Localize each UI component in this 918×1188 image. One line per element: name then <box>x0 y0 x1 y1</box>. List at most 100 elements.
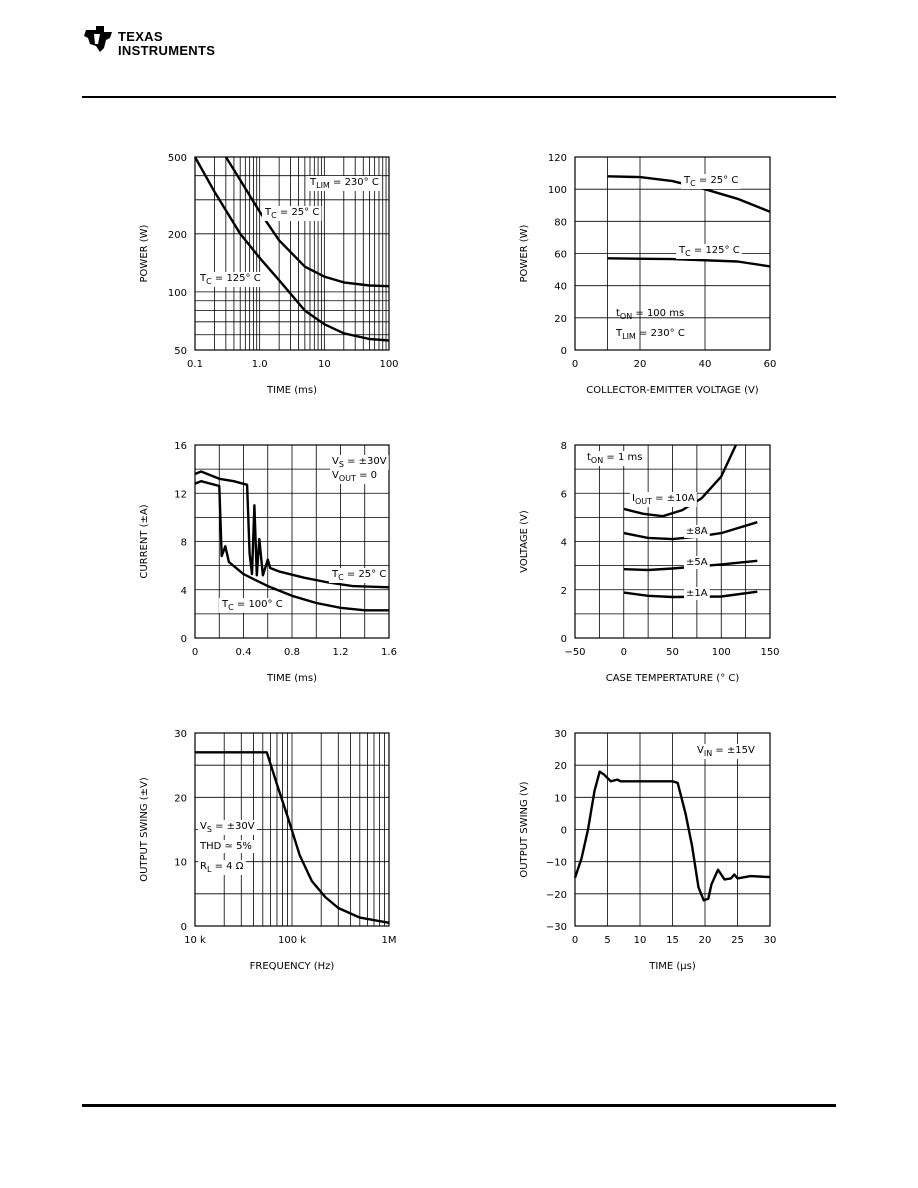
series-line <box>623 559 758 572</box>
x-tick-label: 20 <box>699 935 712 946</box>
annotation-label: tON = 100 ms <box>616 308 684 321</box>
y-tick-label: −30 <box>546 922 567 933</box>
y-tick-label: 20 <box>174 793 187 804</box>
series-line <box>224 156 390 288</box>
plot-frame <box>574 732 771 927</box>
y-tick-label: 0 <box>561 634 567 645</box>
x-tick-label: 150 <box>760 647 779 658</box>
x-tick-label: 10 <box>634 935 647 946</box>
annotation-label: VIN = ±15V <box>697 745 755 758</box>
annotation-bg <box>630 492 697 507</box>
series-line <box>193 156 390 342</box>
annotation-label: TC = 125° C <box>678 245 740 258</box>
x-axis-label: TIME (μs) <box>648 961 696 972</box>
y-axis-label: CURRENT (±A) <box>139 504 150 578</box>
x-tick-label: 0.8 <box>284 647 300 658</box>
x-tick-label: 0 <box>572 359 578 370</box>
y-tick-label: 10 <box>174 858 187 869</box>
annotation-label: VS = ±30V <box>200 821 255 834</box>
annotation-bg <box>330 469 379 484</box>
x-tick-label: 0 <box>572 935 578 946</box>
annotation-label: TC = 125° C <box>199 273 261 286</box>
annotation-label: ±1A <box>686 588 708 599</box>
x-tick-label: 100 <box>379 359 398 370</box>
y-tick-label: 8 <box>561 441 567 452</box>
y-tick-label: 120 <box>548 153 567 164</box>
ti-logo-icon <box>84 26 112 52</box>
y-tick-label: 0 <box>181 634 187 645</box>
annotation-label: ±8A <box>686 526 708 537</box>
x-tick-label: 30 <box>764 935 777 946</box>
y-tick-label: 4 <box>561 538 567 549</box>
x-tick-label: 1M <box>382 935 397 946</box>
y-tick-label: 500 <box>168 153 187 164</box>
x-axis-label: FREQUENCY (Hz) <box>250 961 335 972</box>
annotation-bg <box>676 244 742 259</box>
x-axis-label: TIME (ms) <box>266 673 317 684</box>
series-line <box>607 257 771 268</box>
annotation-bg <box>695 744 758 759</box>
ti-logo-text: Texas Instruments <box>118 30 215 58</box>
y-tick-label: 4 <box>181 586 187 597</box>
x-tick-label: 0.4 <box>236 647 252 658</box>
annotation-bg <box>684 525 710 538</box>
y-tick-label: 100 <box>548 185 567 196</box>
y-axis-label: POWER (W) <box>519 224 530 282</box>
chart-1: 0.1 1.0 10 100 50 100 200 500 TIME (ms) POWER (W)… <box>139 153 399 396</box>
y-tick-label: 40 <box>554 282 567 293</box>
y-tick-label: 20 <box>554 314 567 325</box>
x-axis-label: TIME (ms) <box>266 385 317 396</box>
annotation-bg <box>262 206 322 221</box>
footer-rule <box>82 1104 836 1107</box>
x-tick-label: 5 <box>604 935 610 946</box>
header-rule <box>82 96 836 98</box>
x-tick-label: 15 <box>666 935 679 946</box>
x-tick-label: 100 <box>712 647 731 658</box>
x-axis-label: COLLECTOR-EMITTER VOLTAGE (V) <box>586 385 759 396</box>
annotation-label: TC = 25° C <box>683 175 738 188</box>
annotation-bg <box>329 568 389 583</box>
series-line <box>623 444 737 518</box>
series-line <box>194 480 389 612</box>
series-line <box>623 590 758 599</box>
series-line <box>195 751 390 924</box>
logo-line2: Instruments <box>118 43 216 58</box>
plot-frame <box>194 156 390 351</box>
annotation-bg <box>585 451 645 466</box>
x-tick-label: 0 <box>192 647 198 658</box>
y-tick-label: 8 <box>181 538 187 549</box>
y-tick-label: 50 <box>174 346 187 357</box>
x-tick-label: −50 <box>564 647 585 658</box>
y-tick-label: 0 <box>181 922 187 933</box>
annotation-bg <box>219 598 285 613</box>
chart-6: 0 5 10 15 20 25 30 −30 −20 −10 0 10 20 30 TIME (μs) OUT… <box>519 729 776 972</box>
y-tick-label: 100 <box>168 288 187 299</box>
annotation-bg <box>681 174 741 189</box>
annotation-label: VS = ±30V <box>332 456 387 469</box>
annotation-label: TC = 100° C <box>221 599 283 612</box>
y-tick-label: 30 <box>554 729 567 740</box>
x-tick-label: 10 <box>318 359 331 370</box>
plot-frame <box>574 444 771 639</box>
y-tick-label: 12 <box>174 489 187 500</box>
y-tick-label: 60 <box>554 250 567 261</box>
y-axis-label: OUTPUT SWING (V) <box>519 781 530 877</box>
x-tick-label: 40 <box>699 359 712 370</box>
y-tick-label: 80 <box>554 217 567 228</box>
x-tick-label: 10 k <box>184 935 206 946</box>
logo-line1: Texas <box>118 29 163 44</box>
annotation-label: TC = 25° C <box>264 207 319 220</box>
y-tick-label: 20 <box>554 761 567 772</box>
chart-2: 0 20 40 60 0 20 40 60 80 100 120 COLLECTOR-EMITTER … <box>519 153 776 396</box>
y-tick-label: 200 <box>168 230 187 241</box>
chart-3: 0 0.4 0.8 1.2 1.6 0 4 8 12 16 TIME (ms) CURRENT (±A… <box>139 441 397 684</box>
annotation-label: TLIM = 230° C <box>309 177 379 190</box>
annotation-bg <box>198 820 257 835</box>
plot-frame <box>194 732 390 927</box>
annotation-label: tON = 1 ms <box>587 452 642 465</box>
x-tick-label: 0.1 <box>187 359 203 370</box>
annotation-bg <box>684 556 710 569</box>
y-axis-label: VOLTAGE (V) <box>519 510 530 573</box>
annotation-label: RL = 4 Ω <box>200 861 244 874</box>
